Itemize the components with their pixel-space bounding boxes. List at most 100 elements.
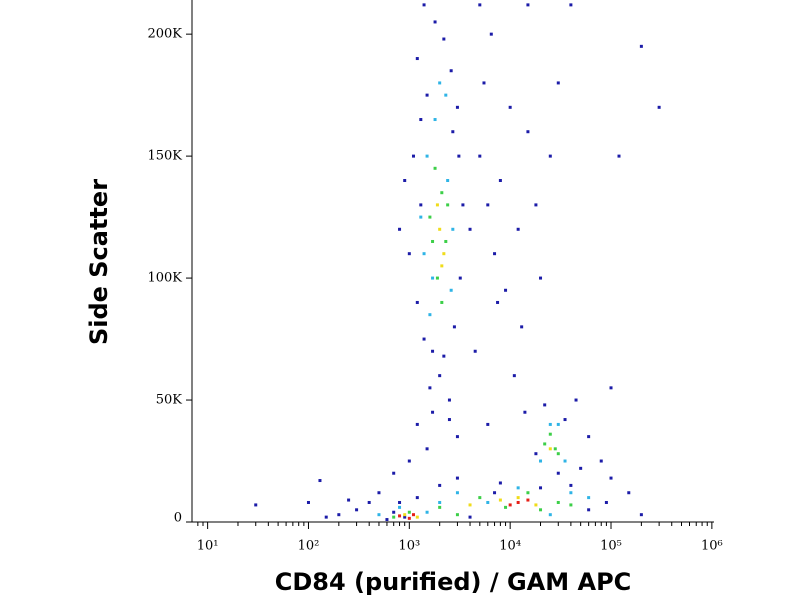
point [639,513,643,517]
point [422,337,426,341]
point [415,422,419,426]
point [455,476,459,480]
point [449,69,453,73]
point [569,491,573,495]
point [431,410,435,414]
point [411,513,415,517]
point [478,496,482,500]
x-tick-label: 10⁵ [600,539,622,554]
point [425,154,429,158]
point [347,498,351,502]
point [498,498,502,502]
point [403,515,407,519]
point [639,44,643,48]
point [556,500,560,504]
point [478,154,482,158]
point [438,505,442,509]
point [496,300,500,304]
point [407,252,411,256]
point [489,32,493,36]
point [482,81,486,85]
point [508,503,512,507]
point [438,81,442,85]
point [422,252,426,256]
point [442,37,446,41]
point [318,479,322,483]
point [461,203,465,207]
point [455,513,459,517]
point [398,505,402,509]
point [449,288,453,292]
point [504,288,508,292]
point [440,191,444,195]
point [419,215,423,219]
point [468,515,472,519]
point [486,500,490,504]
point [548,154,552,158]
point [451,227,455,231]
point [392,515,396,519]
point [563,418,567,422]
point [587,435,591,439]
point [548,422,552,426]
point [569,483,573,487]
point [534,452,538,456]
point [442,354,446,358]
point [442,252,446,256]
point [526,130,530,134]
point [548,447,552,451]
point [526,491,530,495]
point [377,491,381,495]
point [569,3,573,7]
point [444,239,448,243]
point [451,130,455,134]
point [428,215,432,219]
point [539,486,543,490]
point [516,500,520,504]
point [440,264,444,268]
point [457,154,461,158]
y-axis-title: Side Scatter [85,179,113,345]
point [415,496,419,500]
point [367,500,371,504]
point [455,491,459,495]
point [526,498,530,502]
point [425,447,429,451]
point [392,510,396,514]
point [444,93,448,97]
point [446,203,450,207]
x-tick-label: 10⁴ [499,539,521,554]
point [553,447,557,451]
point [627,491,631,495]
point [493,252,497,256]
point [526,3,530,7]
point [377,513,381,517]
point [587,496,591,500]
point [398,500,402,504]
point [455,105,459,109]
point [438,374,442,378]
point [438,483,442,487]
point [403,179,407,183]
point [403,513,407,517]
point [574,398,578,402]
point [438,227,442,231]
point [478,3,482,7]
point [523,410,527,414]
point [556,452,560,456]
point [431,239,435,243]
point [392,471,396,475]
point [415,57,419,61]
x-tick-label: 10¹ [197,539,219,554]
point [520,325,524,329]
y-tick-label: 150K [147,149,182,164]
point [512,374,516,378]
point [657,105,661,109]
point [498,179,502,183]
point [609,476,613,480]
point [422,3,426,7]
point [433,118,437,122]
point [556,471,560,475]
point [587,508,591,512]
point [419,203,423,207]
